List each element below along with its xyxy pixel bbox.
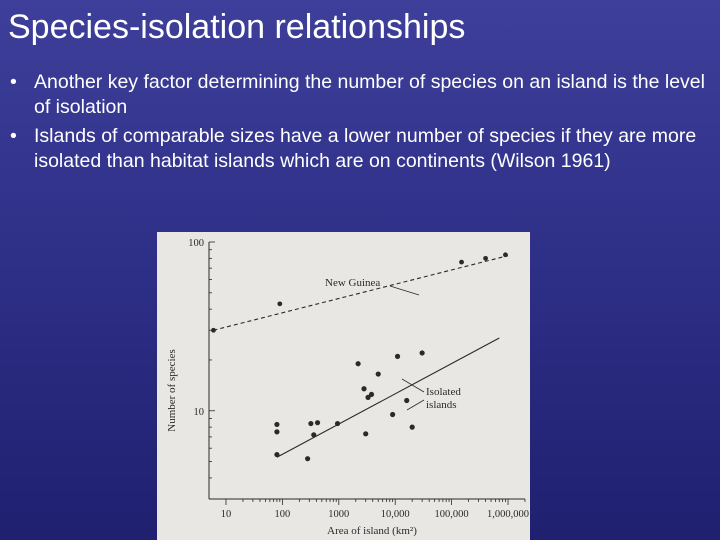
isolated-island-point <box>365 394 371 400</box>
new-guinea-point <box>277 301 283 307</box>
bullet-text: Another key factor determining the numbe… <box>34 71 705 118</box>
isolated-island-point <box>368 391 375 398</box>
annotation-new-guinea-leader <box>389 285 420 296</box>
bullet-list: • Another key factor determining the num… <box>8 70 708 178</box>
annotation-isolated-islands-line1: Isolated <box>426 386 461 398</box>
new-guinea-point <box>459 259 464 265</box>
bullet-item: • Another key factor determining the num… <box>8 70 708 120</box>
isolated-island-point <box>274 421 280 428</box>
chart-axes: 10 100 1000 10,000 100,000 1,000,000 10 100 <box>188 238 529 520</box>
x-tick-label: 100 <box>275 509 291 520</box>
new-guinea-point <box>483 255 488 261</box>
isolated-island-point <box>355 361 361 367</box>
fit-line-new-guinea <box>213 255 509 331</box>
isolated-island-point <box>363 431 369 437</box>
y-axis-label: Number of species <box>166 349 178 431</box>
isolated-island-point <box>409 424 415 430</box>
annotation-isolated-leader-b <box>406 399 425 411</box>
isolated-island-point <box>274 451 280 458</box>
species-area-chart: 10 100 1000 10,000 100,000 1,000,000 10 100 Are… <box>166 238 529 537</box>
fit-line-isolated-islands <box>276 337 500 458</box>
isolated-island-point <box>305 456 311 462</box>
y-tick-label: 100 <box>188 238 204 249</box>
y-tick-label: 10 <box>194 407 205 418</box>
isolated-island-point <box>314 420 321 426</box>
bullet-text: Islands of comparable sizes have a lower… <box>34 125 697 172</box>
new-guinea-point <box>503 252 508 258</box>
bullet-dot-icon: • <box>10 125 17 147</box>
slide-title: Species-isolation relationships <box>8 8 466 46</box>
annotation-isolated-islands-line2: islands <box>426 399 457 411</box>
data-points <box>211 252 508 462</box>
isolated-island-point <box>308 420 314 427</box>
x-tick-label: 1,000,000 <box>487 509 529 520</box>
isolated-island-point <box>375 371 381 377</box>
isolated-island-point <box>274 429 280 435</box>
x-tick-label: 100,000 <box>435 509 469 520</box>
annotation-isolated-leader-a <box>401 378 425 393</box>
annotation-new-guinea: New Guinea <box>325 277 380 289</box>
chart-labels: Area of island (km²) Number of species New… <box>166 277 461 537</box>
isolated-island-point <box>404 397 410 404</box>
bullet-dot-icon: • <box>10 71 17 93</box>
isolated-island-point <box>311 432 317 438</box>
isolated-island-point <box>390 411 396 418</box>
x-tick-label: 10,000 <box>381 509 410 520</box>
x-axis-label: Area of island (km²) <box>327 525 417 537</box>
x-tick-label: 1000 <box>328 509 349 520</box>
bullet-item: • Islands of comparable sizes have a low… <box>8 124 708 174</box>
x-tick-label: 10 <box>221 509 232 520</box>
isolated-island-point <box>419 350 425 356</box>
isolated-island-point <box>334 420 341 427</box>
isolated-island-point <box>394 353 401 359</box>
species-area-figure: 10 100 1000 10,000 100,000 1,000,000 10 100 Are… <box>157 232 530 540</box>
isolated-island-point <box>361 386 367 392</box>
new-guinea-point <box>211 327 216 333</box>
